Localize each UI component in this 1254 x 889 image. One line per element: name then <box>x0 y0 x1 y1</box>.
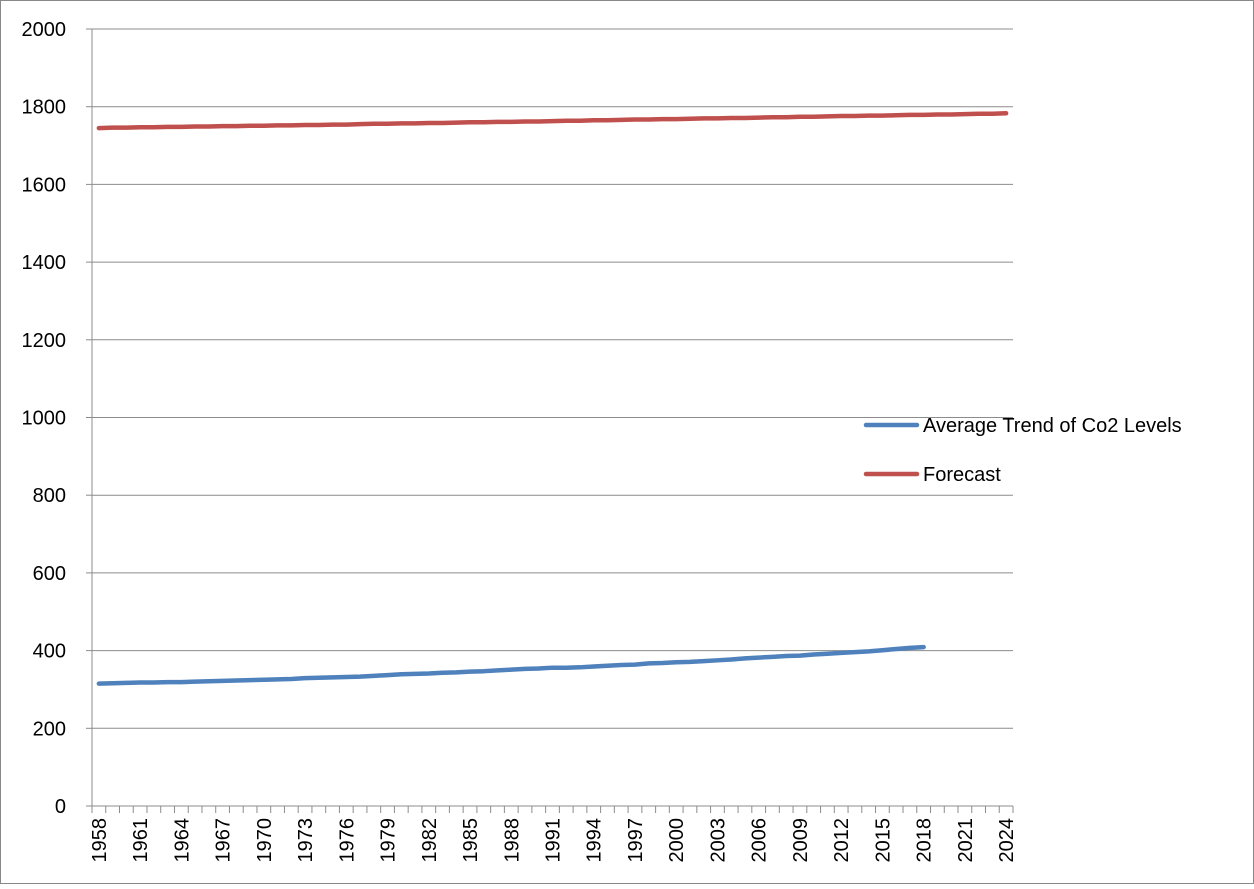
x-tick-label: 1967 <box>213 818 235 863</box>
x-tick-label: 2015 <box>872 818 894 863</box>
gridlines <box>92 28 1013 729</box>
series-lines <box>96 111 1009 686</box>
x-tick-label: 1997 <box>625 818 647 863</box>
x-tick-label: 1973 <box>295 818 317 863</box>
x-tick-label: 2006 <box>749 818 771 863</box>
x-tick-label: 1970 <box>254 818 276 863</box>
x-tick-label: 1976 <box>336 818 358 863</box>
y-tick-label: 0 <box>55 796 66 818</box>
y-tick-label: 1600 <box>22 174 67 196</box>
x-tick-label: 1982 <box>419 818 441 863</box>
y-tick-label: 1800 <box>22 97 67 119</box>
y-tick-label: 200 <box>33 718 66 740</box>
x-tick-label: 2012 <box>831 818 853 863</box>
x-tick-label: 1988 <box>501 818 523 863</box>
y-tick-label: 1400 <box>22 252 67 274</box>
x-tick-label: 1994 <box>584 818 606 863</box>
x-tick-label: 1964 <box>171 818 193 863</box>
y-tick-label: 800 <box>33 485 66 507</box>
legend-label-0: Average Trend of Co2 Levels <box>923 415 1182 437</box>
x-tick-label: 2018 <box>914 818 936 863</box>
y-tick-label: 400 <box>33 641 66 663</box>
x-tick-label: 1961 <box>130 818 152 863</box>
series-line-0 <box>96 644 926 686</box>
x-tick-label: 2000 <box>666 818 688 863</box>
y-tick-labels: 0 200 400 600 800 1000 1200 1400 1600 1800 2000 <box>22 19 67 818</box>
x-tick-label: 2024 <box>996 818 1018 863</box>
y-tick-label: 1000 <box>22 408 67 430</box>
y-tick-label: 1200 <box>22 330 67 352</box>
legend: Average Trend of Co2 Levels Forecast <box>863 415 1182 486</box>
x-tick-label: 1991 <box>543 818 565 863</box>
x-tick-label: 2009 <box>790 818 812 863</box>
x-tick-label: 1979 <box>378 818 400 863</box>
x-tick-label: 1985 <box>460 818 482 863</box>
x-tick-labels: 1958 1961 1964 1967 1970 1973 1976 1979 1982 1985… <box>89 818 1018 863</box>
series-line-1 <box>96 111 1009 131</box>
y-tick-label: 600 <box>33 563 66 585</box>
y-tick-label: 2000 <box>22 19 67 41</box>
axes <box>86 28 1014 813</box>
x-tick-label: 2021 <box>955 818 977 863</box>
x-tick-label: 1958 <box>89 818 111 863</box>
x-tick-label: 2003 <box>707 818 729 863</box>
legend-label-1: Forecast <box>923 464 1001 486</box>
